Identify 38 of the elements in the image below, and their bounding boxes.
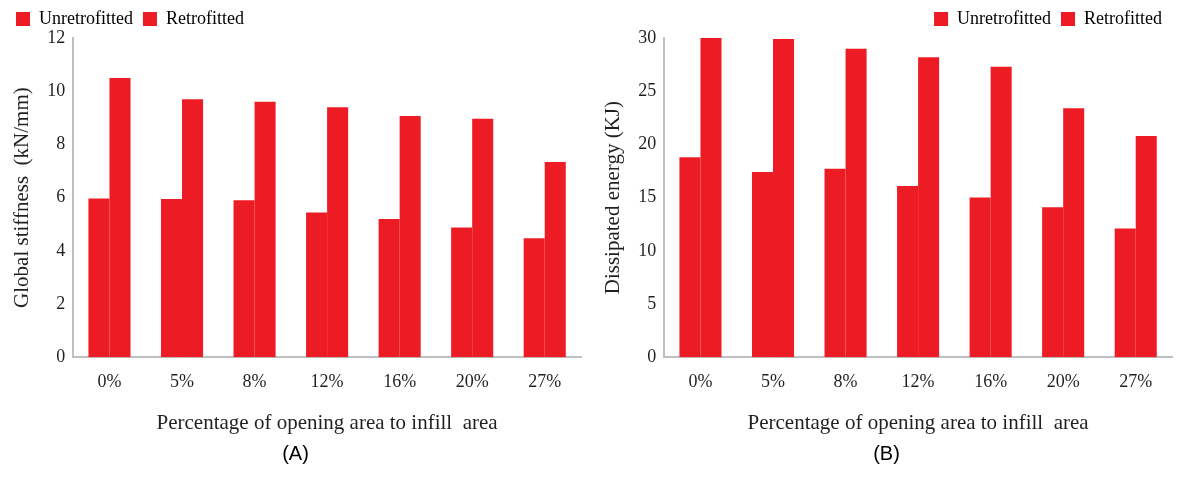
x-tick-label: 0% bbox=[97, 370, 122, 391]
x-tick-label: 8% bbox=[833, 370, 858, 391]
legend-label: Retrofitted bbox=[165, 7, 244, 28]
x-tick-label: 20% bbox=[455, 370, 489, 391]
x-tick-label: 5% bbox=[761, 370, 786, 391]
legend-label: Unretrofitted bbox=[39, 7, 133, 28]
y-tick-label: 12 bbox=[47, 26, 66, 47]
y-tick-label: 2 bbox=[56, 292, 66, 313]
y-tick-label: 6 bbox=[56, 186, 66, 207]
legend-label: Unretrofitted bbox=[957, 7, 1052, 28]
text: (A) bbox=[281, 442, 310, 465]
y-tick-label: 20 bbox=[638, 133, 657, 154]
x-tick-label: 0% bbox=[688, 370, 713, 391]
y-tick-label: 8 bbox=[56, 133, 66, 154]
text: (B) bbox=[872, 442, 901, 465]
y-axis-title: Global stiffness (kN/mm) bbox=[9, 87, 34, 308]
y-tick-label: 0 bbox=[647, 345, 657, 366]
legend-label: Retrofitted bbox=[1084, 7, 1163, 28]
x-tick-label: 27% bbox=[528, 370, 562, 391]
y-tick-label: 15 bbox=[638, 186, 657, 207]
y-tick-label: 5 bbox=[647, 292, 657, 313]
y-tick-label: 4 bbox=[56, 239, 66, 260]
x-axis-title: Percentage of opening area to infill area bbox=[156, 409, 499, 434]
y-tick-label: 0 bbox=[56, 345, 66, 366]
x-tick-label: 16% bbox=[974, 370, 1008, 391]
x-tick-label: 12% bbox=[310, 370, 344, 391]
x-tick-label: 5% bbox=[170, 370, 195, 391]
x-tick-label: 20% bbox=[1046, 370, 1080, 391]
y-axis-title: Dissipated energy (KJ) bbox=[600, 100, 625, 295]
y-tick-label: 10 bbox=[47, 79, 66, 100]
x-tick-label: 12% bbox=[901, 370, 935, 391]
x-tick-label: 27% bbox=[1119, 370, 1153, 391]
x-axis-title: Percentage of opening area to infill area bbox=[747, 409, 1090, 434]
y-tick-label: 25 bbox=[638, 79, 657, 100]
x-tick-label: 8% bbox=[242, 370, 267, 391]
y-tick-label: 30 bbox=[638, 26, 657, 47]
x-tick-label: 16% bbox=[383, 370, 417, 391]
y-tick-label: 10 bbox=[638, 239, 657, 260]
